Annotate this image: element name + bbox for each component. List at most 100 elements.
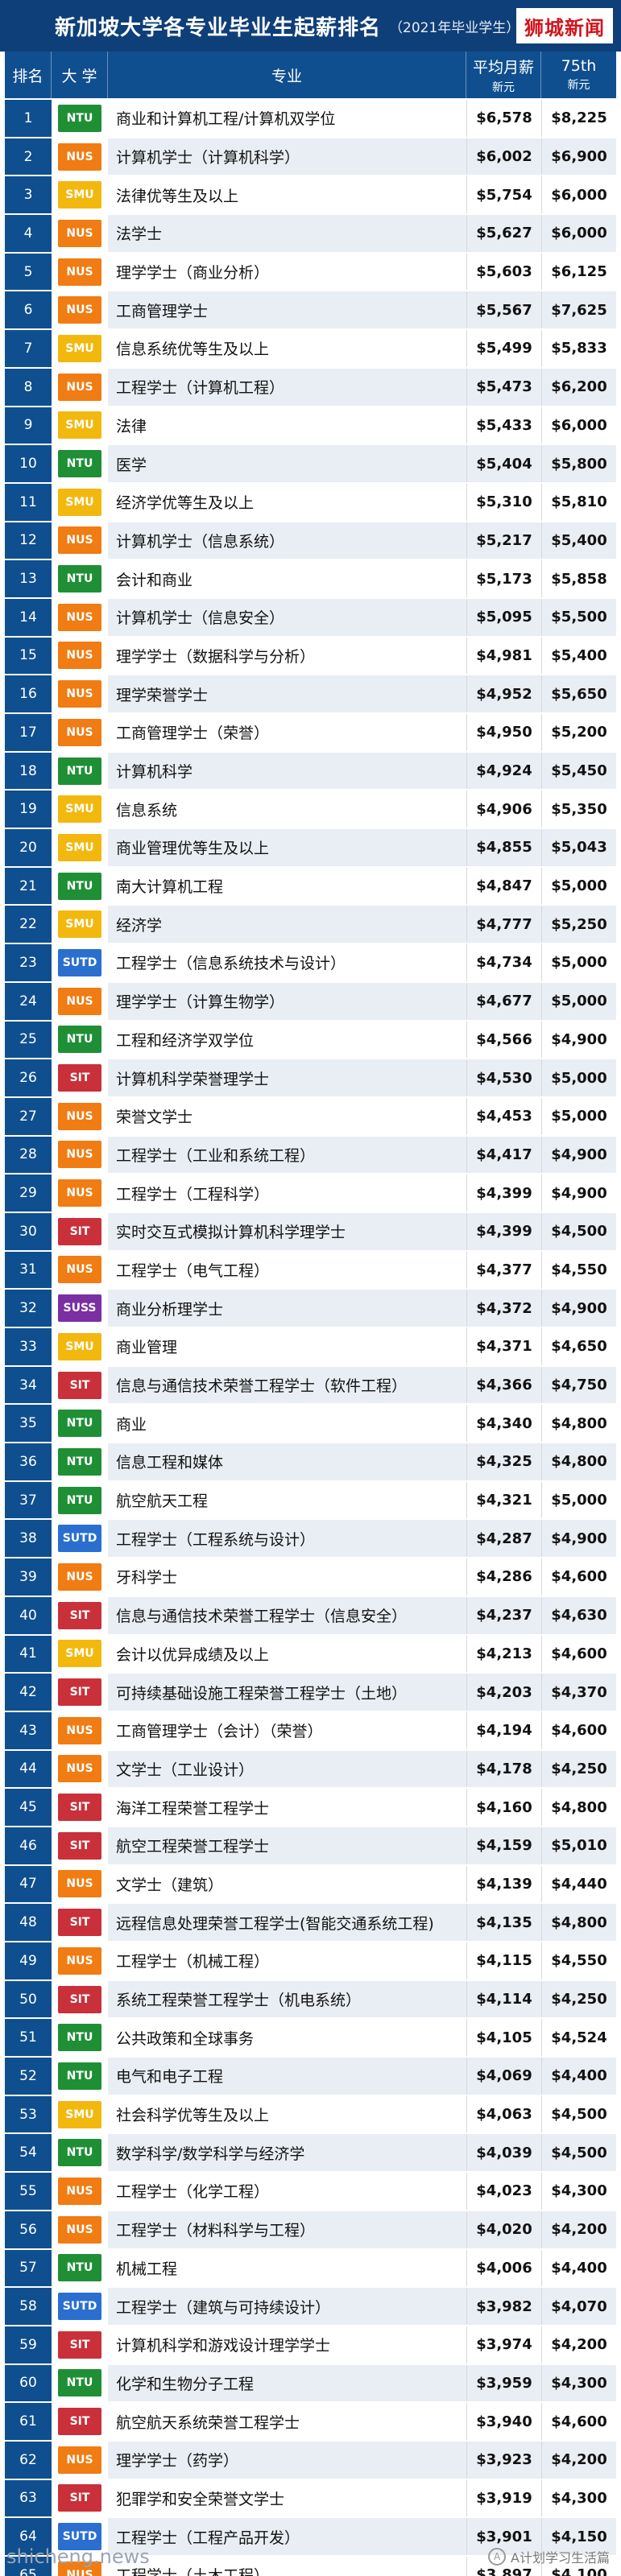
salary-cell: $3,940	[466, 2403, 541, 2440]
university-cell: NUS	[52, 637, 108, 675]
major-cell: 信息与通信技术荣誉工程学士（软件工程）	[108, 1366, 466, 1404]
university-badge: SMU	[58, 181, 101, 209]
salary-cell: $4,020	[466, 2211, 541, 2248]
salary-cell: $4,114	[466, 1980, 541, 2018]
salary-cell: $5,217	[466, 522, 541, 559]
university-cell: NUS	[52, 1136, 108, 1174]
table-row: 9 SMU 法律 $5,433 $6,000	[5, 407, 616, 446]
major-cell: 可持续基础设施工程荣誉工程学士（土地）	[108, 1674, 466, 1711]
university-badge: SIT	[58, 1831, 101, 1860]
major-cell: 远程信息处理荣誉工程学士(智能交通系统工程)	[108, 1904, 466, 1941]
table-row: 45 SIT 海洋工程荣誉工程学士 $4,160 $4,800	[5, 1789, 616, 1827]
university-cell: SIT	[52, 1366, 108, 1404]
university-cell: NTU	[52, 1405, 108, 1443]
p75-cell: $5,810	[541, 483, 616, 521]
rank-cell: 15	[5, 637, 52, 675]
p75-cell: $6,200	[541, 368, 616, 406]
major-cell: 工程学士（土木工程）	[108, 2557, 466, 2576]
table-row: 21 NTU 南大计算机工程 $4,847 $5,000	[5, 867, 616, 906]
university-cell: NTU	[52, 1443, 108, 1480]
university-cell: SUTD	[52, 2288, 108, 2325]
major-cell: 信息系统优等生及以上	[108, 330, 466, 367]
rank-cell: 48	[5, 1904, 52, 1941]
major-cell: 商业管理优等生及以上	[108, 829, 466, 866]
rank-cell: 46	[5, 1827, 52, 1864]
p75-cell: $4,900	[541, 1174, 616, 1212]
university-cell: NUS	[52, 982, 108, 1020]
rank-cell: 22	[5, 906, 52, 943]
rank-cell: 34	[5, 1366, 52, 1404]
column-salary: 平均月薪 新元	[466, 52, 541, 98]
rank-cell: 33	[5, 1328, 52, 1365]
p75-cell: $7,625	[541, 291, 616, 329]
salary-cell: $4,417	[466, 1136, 541, 1174]
university-badge: NUS	[58, 1716, 101, 1744]
major-cell: 工程学士（材料科学与工程）	[108, 2211, 466, 2248]
p75-cell: $5,000	[541, 1481, 616, 1519]
salary-cell: $4,372	[466, 1290, 541, 1327]
salary-cell: $4,105	[466, 2019, 541, 2057]
table-row: 19 SMU 信息系统 $4,906 $5,350	[5, 791, 616, 830]
salary-cell: $4,371	[466, 1328, 541, 1365]
university-cell: SMU	[52, 176, 108, 214]
rank-cell: 31	[5, 1251, 52, 1289]
rank-cell: 4	[5, 215, 52, 252]
p75-cell: $4,550	[541, 1942, 616, 1979]
rank-cell: 53	[5, 2095, 52, 2133]
table-row: 34 SIT 信息与通信技术荣誉工程学士（软件工程） $4,366 $4,750	[5, 1366, 616, 1406]
p75-cell: $4,600	[541, 1635, 616, 1673]
salary-cell: $5,433	[466, 407, 541, 444]
university-cell: NUS	[52, 2557, 108, 2576]
major-cell: 理学学士（商业分析）	[108, 253, 466, 291]
university-badge: SMU	[58, 833, 101, 861]
university-badge: NTU	[58, 2369, 101, 2397]
major-cell: 法律优等生及以上	[108, 176, 466, 214]
p75-cell: $4,300	[541, 2479, 616, 2517]
university-badge: SUTD	[58, 2293, 101, 2321]
university-badge: SMU	[58, 2100, 101, 2128]
university-cell: NUS	[52, 138, 108, 175]
table-row: 29 NUS 工程学士（工程科学） $4,399 $4,900	[5, 1174, 616, 1213]
university-cell: SMU	[52, 2095, 108, 2133]
table-row: 2 NUS 计算机学士（计算机科学） $6,002 $6,900	[5, 138, 616, 177]
university-badge: NUS	[58, 2215, 101, 2244]
rank-cell: 26	[5, 1059, 52, 1096]
salary-cell: $4,734	[466, 944, 541, 981]
major-cell: 经济学优等生及以上	[108, 483, 466, 521]
rank-cell: 59	[5, 2326, 52, 2363]
university-cell: NUS	[52, 1750, 108, 1788]
salary-cell: $5,095	[466, 598, 541, 636]
university-cell: NUS	[52, 253, 108, 291]
major-cell: 会计以优异成绩及以上	[108, 1635, 466, 1673]
salary-cell: $4,063	[466, 2095, 541, 2133]
page-title: 新加坡大学各专业毕业生起薪排名	[55, 15, 382, 40]
university-badge: NUS	[58, 603, 101, 631]
table-row: 28 NUS 工程学士（工业和系统工程） $4,417 $4,900	[5, 1136, 616, 1175]
table-row: 18 NTU 计算机科学 $4,924 $5,450	[5, 752, 616, 791]
major-cell: 航空航天工程	[108, 1481, 466, 1519]
university-cell: SIT	[52, 1980, 108, 2018]
table-row: 62 NUS 理学学士（药学） $3,923 $4,200	[5, 2441, 616, 2480]
p75-cell: $4,800	[541, 1443, 616, 1480]
major-cell: 航空航天系统荣誉工程学士	[108, 2403, 466, 2440]
rank-cell: 25	[5, 1021, 52, 1059]
major-cell: 海洋工程荣誉工程学士	[108, 1789, 466, 1826]
rank-cell: 57	[5, 2249, 52, 2287]
university-cell: SIT	[52, 2326, 108, 2363]
university-cell: NTU	[52, 752, 108, 790]
university-cell: NTU	[52, 560, 108, 597]
university-badge: NTU	[58, 1447, 101, 1476]
university-badge: SIT	[58, 1064, 101, 1092]
university-cell: SMU	[52, 791, 108, 828]
university-cell: SIT	[52, 1827, 108, 1864]
salary-cell: $6,002	[466, 138, 541, 175]
table-row: 7 SMU 信息系统优等生及以上 $5,499 $5,833	[5, 330, 616, 369]
salary-cell: $3,901	[466, 2518, 541, 2555]
rank-cell: 16	[5, 675, 52, 712]
major-cell: 工程学士（机械工程）	[108, 1942, 466, 1979]
major-cell: 计算机学士（信息安全）	[108, 598, 466, 636]
rank-cell: 40	[5, 1596, 52, 1634]
major-cell: 理学学士（药学）	[108, 2441, 466, 2479]
university-badge: NUS	[58, 1179, 101, 1208]
university-cell: NUS	[52, 2211, 108, 2248]
